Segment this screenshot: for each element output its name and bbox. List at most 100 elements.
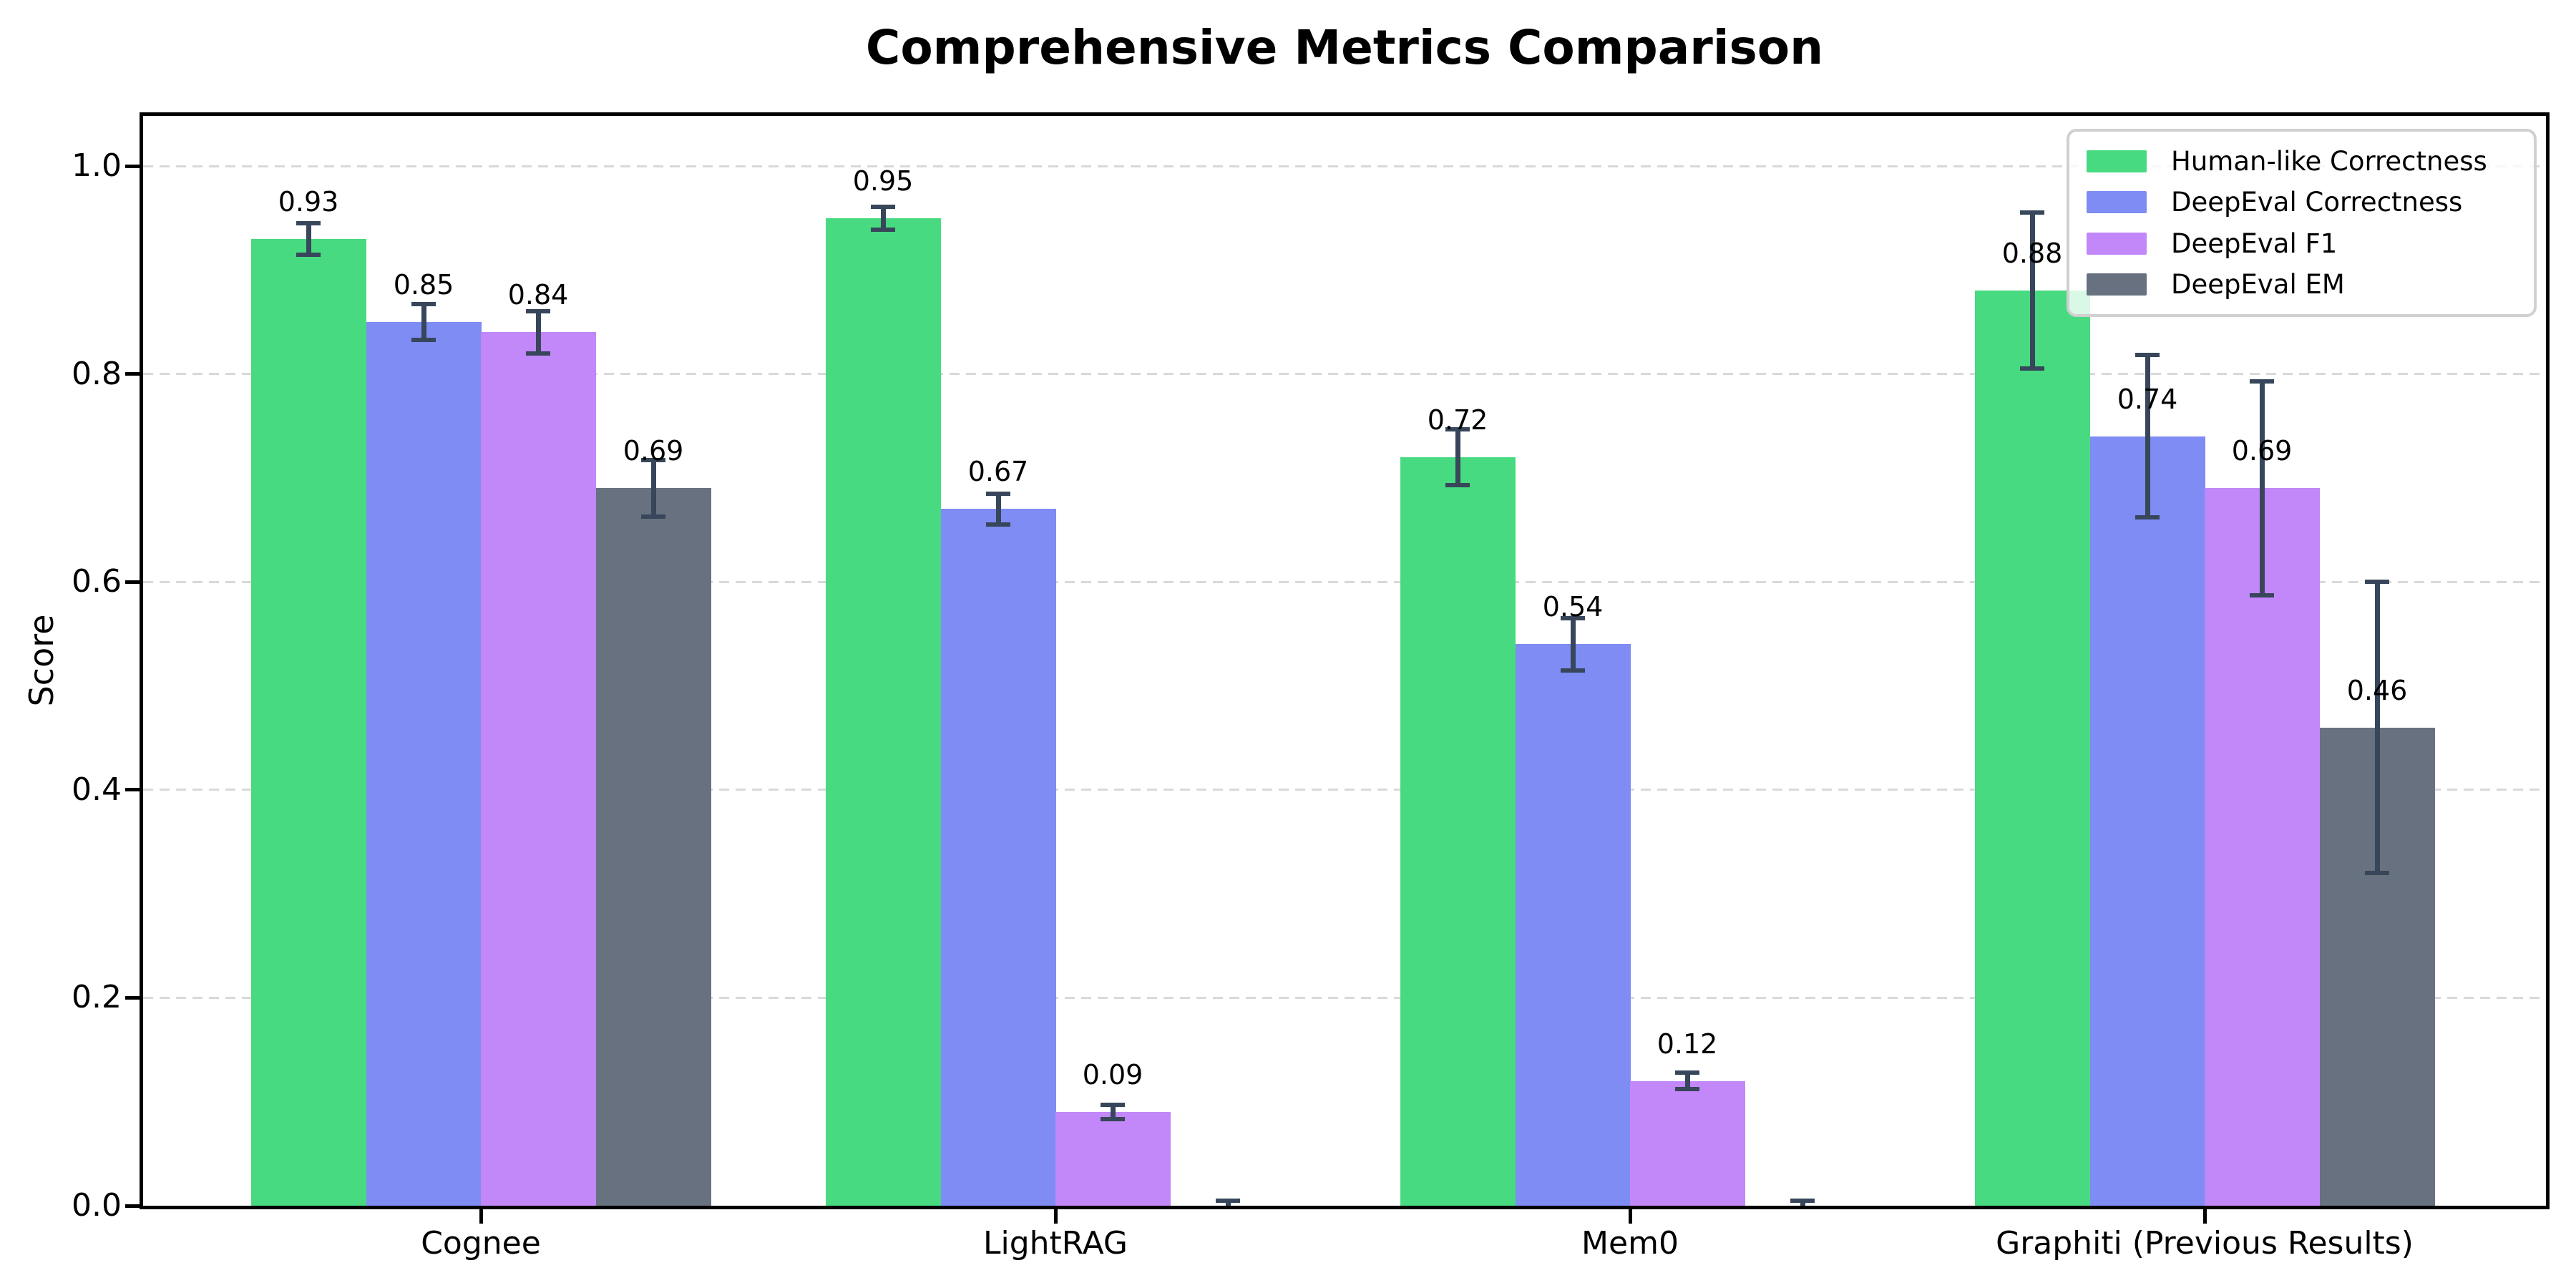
error-bar-line-1-1 bbox=[995, 493, 1001, 525]
bar-value-label-0-0: 0.93 bbox=[278, 185, 339, 218]
x-tick-label-3: Graphiti (Previous Results) bbox=[1996, 1225, 2414, 1262]
bar-value-label-3-0: 0.69 bbox=[623, 435, 684, 467]
y-axis-label: Score bbox=[22, 614, 61, 707]
bar-0-2 bbox=[1400, 457, 1516, 1206]
error-bar-cap-top-0-1 bbox=[871, 204, 895, 209]
error-bar-cap-top-1-3 bbox=[2135, 353, 2160, 358]
error-bar-cap-top-1-2 bbox=[1561, 616, 1585, 621]
x-tick-mark-1 bbox=[1053, 1209, 1058, 1224]
y-tick-label-1.0: 1.0 bbox=[72, 147, 122, 184]
error-bar-cap-bottom-1-1 bbox=[986, 522, 1010, 527]
x-tick-label-1: LightRAG bbox=[982, 1225, 1128, 1262]
bar-value-label-1-2: 0.54 bbox=[1542, 591, 1604, 623]
y-tick-mark-0.0 bbox=[125, 1204, 140, 1208]
y-tick-mark-0.6 bbox=[125, 580, 140, 584]
error-bar-line-0-2 bbox=[1455, 429, 1460, 486]
error-bar-line-2-1 bbox=[1110, 1105, 1116, 1120]
error-bar-line-0-3 bbox=[2029, 213, 2035, 369]
x-tick-mark-3 bbox=[2202, 1209, 2207, 1224]
gridline-y-0.6 bbox=[143, 580, 2546, 583]
legend: Human-like Correctness DeepEval Correctne… bbox=[2067, 129, 2537, 317]
legend-swatch-3 bbox=[2087, 273, 2147, 296]
bar-value-label-0-3: 0.88 bbox=[2001, 238, 2063, 270]
error-bar-line-0-1 bbox=[880, 206, 886, 230]
bar-2-3 bbox=[2204, 488, 2320, 1206]
error-bar-line-3-3 bbox=[2374, 582, 2380, 874]
error-bar-line-1-0 bbox=[421, 304, 426, 340]
error-bar-line-0-0 bbox=[306, 223, 311, 255]
gridline-y-0.2 bbox=[143, 996, 2546, 999]
error-bar-cap-bottom-0-2 bbox=[1445, 483, 1470, 488]
bar-0-1 bbox=[825, 218, 941, 1206]
error-bar-cap-top-2-0 bbox=[526, 309, 550, 314]
bar-1-0 bbox=[366, 321, 482, 1206]
error-bar-cap-top-0-2 bbox=[1445, 426, 1470, 431]
legend-swatch-1 bbox=[2087, 191, 2147, 214]
plot-area: 0.93 0.95 0.72 0.88 0.85 0.67 0.54 0.74 0.84 0.09… bbox=[140, 112, 2550, 1209]
error-bar-line-2-0 bbox=[535, 311, 541, 353]
y-tick-label-0.4: 0.4 bbox=[72, 771, 122, 808]
error-bar-cap-bottom-2-3 bbox=[2250, 593, 2274, 598]
y-tick-mark-0.8 bbox=[125, 372, 140, 376]
y-tick-label-0.0: 0.0 bbox=[72, 1187, 122, 1224]
y-tick-label-0.2: 0.2 bbox=[72, 979, 122, 1016]
legend-label-0: Human-like Correctness bbox=[2171, 146, 2487, 177]
error-bar-cap-bottom-3-0 bbox=[641, 514, 665, 519]
legend-label-2: DeepEval F1 bbox=[2171, 228, 2338, 259]
error-bar-cap-top-2-3 bbox=[2250, 379, 2274, 384]
error-bar-cap-top-0-0 bbox=[296, 220, 321, 225]
legend-swatch-0 bbox=[2087, 150, 2147, 173]
bar-value-label-0-1: 0.95 bbox=[852, 165, 914, 197]
error-bar-cap-bottom-2-1 bbox=[1101, 1117, 1125, 1122]
error-bar-line-1-2 bbox=[1570, 618, 1576, 670]
error-bar-line-3-2 bbox=[1800, 1200, 1805, 1206]
error-bar-cap-top-2-2 bbox=[1675, 1070, 1699, 1075]
error-bar-cap-bottom-0-0 bbox=[296, 252, 321, 257]
legend-label-3: DeepEval EM bbox=[2171, 268, 2345, 300]
bar-2-2 bbox=[1629, 1080, 1745, 1206]
y-tick-mark-0.4 bbox=[125, 788, 140, 792]
legend-item-0: Human-like Correctness bbox=[2087, 146, 2517, 177]
error-bar-cap-bottom-3-3 bbox=[2365, 871, 2389, 876]
x-tick-label-0: Cognee bbox=[421, 1225, 541, 1262]
error-bar-cap-bottom-1-0 bbox=[411, 337, 436, 342]
error-bar-cap-top-3-0 bbox=[641, 458, 665, 463]
gridline-y-0.8 bbox=[143, 373, 2546, 376]
error-bar-line-2-3 bbox=[2259, 381, 2265, 596]
bar-1-1 bbox=[940, 509, 1056, 1206]
error-bar-line-1-3 bbox=[2145, 355, 2150, 518]
y-tick-label-0.6: 0.6 bbox=[72, 563, 122, 600]
error-bar-cap-bottom-2-0 bbox=[526, 351, 550, 356]
bar-0-3 bbox=[1974, 291, 2090, 1206]
error-bar-cap-bottom-0-1 bbox=[871, 227, 895, 232]
bar-2-0 bbox=[480, 332, 596, 1206]
x-tick-mark-2 bbox=[1628, 1209, 1632, 1224]
bar-1-3 bbox=[2089, 436, 2205, 1206]
error-bar-cap-bottom-1-3 bbox=[2135, 515, 2160, 520]
error-bar-line-3-0 bbox=[650, 460, 656, 517]
error-bar-cap-bottom-0-3 bbox=[2020, 366, 2044, 371]
bar-value-label-0-2: 0.72 bbox=[1427, 404, 1488, 436]
chart-title: Comprehensive Metrics Comparison bbox=[865, 20, 1824, 75]
x-tick-label-2: Mem0 bbox=[1581, 1225, 1679, 1262]
bar-value-label-1-0: 0.85 bbox=[393, 268, 454, 301]
error-bar-cap-top-3-1 bbox=[1216, 1198, 1240, 1203]
bar-3-0 bbox=[595, 488, 711, 1206]
y-tick-label-0.8: 0.8 bbox=[72, 355, 122, 392]
legend-item-3: DeepEval EM bbox=[2087, 269, 2517, 300]
bar-value-label-2-2: 0.12 bbox=[1657, 1028, 1718, 1060]
error-bar-cap-bottom-1-2 bbox=[1561, 668, 1585, 673]
bar-value-label-2-3: 0.69 bbox=[2231, 435, 2293, 467]
error-bar-cap-top-2-1 bbox=[1101, 1103, 1125, 1108]
error-bar-cap-top-0-3 bbox=[2020, 210, 2044, 215]
error-bar-cap-top-3-2 bbox=[1790, 1198, 1815, 1203]
legend-swatch-2 bbox=[2087, 232, 2147, 255]
y-tick-mark-0.2 bbox=[125, 995, 140, 1000]
bar-value-label-1-3: 0.74 bbox=[2117, 383, 2178, 415]
x-tick-mark-0 bbox=[479, 1209, 483, 1224]
bar-0-0 bbox=[250, 238, 366, 1206]
y-tick-mark-1.0 bbox=[125, 164, 140, 168]
error-bar-cap-top-1-1 bbox=[986, 491, 1010, 496]
error-bar-line-2-2 bbox=[1684, 1073, 1690, 1090]
